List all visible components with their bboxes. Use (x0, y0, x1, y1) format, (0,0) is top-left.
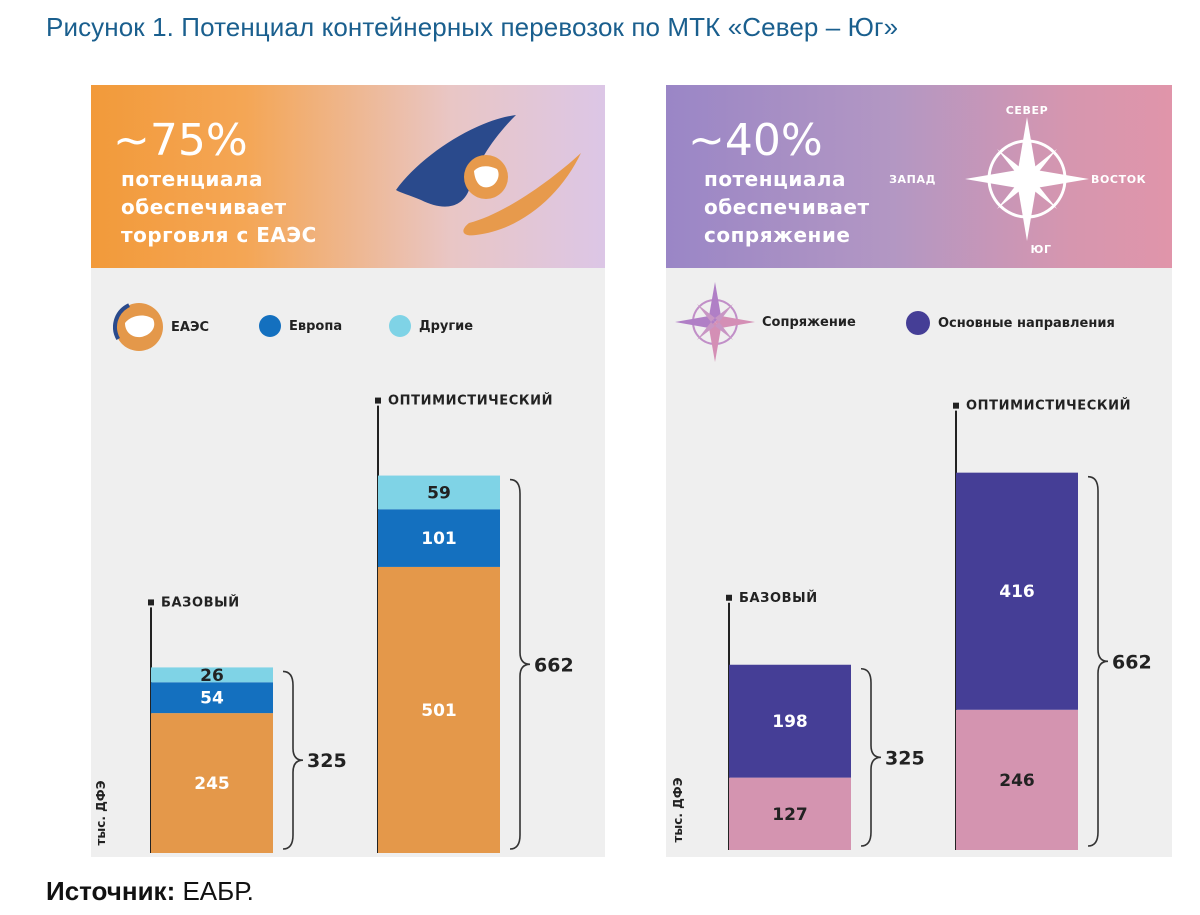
legend-item-other: Другие (389, 315, 473, 337)
data-label-0-1-2: 59 (427, 483, 451, 503)
bar-segment-1-1-1 (956, 472, 1078, 710)
bar-segment-0-0-1 (151, 682, 273, 714)
eaes-map-icon (113, 301, 165, 353)
data-label-0-1-0: 501 (421, 701, 457, 721)
data-label-0-0-1: 54 (200, 689, 224, 709)
right-banner: ~40% потенциала обеспечивает сопряжение … (666, 85, 1172, 268)
legend-label-main-directions: Основные направления (938, 315, 1115, 331)
data-label-1-1-0: 246 (999, 771, 1035, 791)
left-banner-line-2: обеспечивает (121, 195, 287, 219)
bar-segment-0-1-0 (378, 566, 500, 853)
total-label-1-1: 662 (1112, 651, 1152, 673)
data-label-0-1-1: 101 (421, 529, 457, 549)
bar-segment-1-1-0 (956, 709, 1078, 850)
total-label-1-0: 325 (885, 747, 925, 769)
category-label-1-1: ОПТИМИСТИЧЕСКИЙ (966, 398, 1131, 414)
legend-item-eaes: ЕАЭС (113, 301, 209, 353)
left-banner-line-1: потенциала (121, 167, 264, 191)
total-label-0-1: 662 (534, 654, 574, 676)
left-banner: ~75% потенциала обеспечивает торговля с … (91, 85, 605, 268)
bar-segment-1-0-1 (729, 664, 851, 778)
legend-label-other: Другие (419, 318, 474, 334)
conjugation-compass-icon (675, 282, 755, 362)
europe-swatch-icon (259, 315, 281, 337)
right-legend: Сопряжение Основные направления (666, 282, 1172, 362)
left-stacked-bar-chart: тыс. ДФЭ БАЗОВЫЙ 245 54 26 325 ОПТИМИСТИЧЕСКИЙ… (94, 393, 574, 853)
left-legend: ЕАЭС Европа Другие (91, 289, 605, 353)
data-label-1-0-0: 127 (772, 805, 808, 825)
compass-north-label: СЕВЕР (1006, 104, 1049, 117)
eaes-logo-icon (396, 115, 581, 236)
category-marker-square-1-1 (953, 402, 959, 409)
y-axis-label-1: тыс. ДФЭ (671, 777, 685, 842)
left-banner-line-3: торговля с ЕАЭС (121, 223, 317, 247)
right-banner-line-3: сопряжение (704, 223, 851, 247)
compass-south-label: ЮГ (1030, 243, 1051, 256)
source-label: Источник: (46, 876, 176, 906)
compass-east-label: ВОСТОК (1091, 173, 1146, 186)
data-label-1-0-1: 198 (772, 712, 808, 732)
category-label-0-0: БАЗОВЫЙ (161, 594, 240, 610)
main-directions-swatch-icon (906, 311, 930, 335)
data-label-0-0-2: 26 (200, 666, 224, 686)
bar-segment-0-1-2 (378, 475, 500, 510)
bar-segment-0-1-1 (378, 509, 500, 567)
left-chart-panel: ~75% потенциала обеспечивает торговля с … (91, 85, 605, 857)
bar-segment-0-0-0 (151, 713, 273, 853)
category-marker-square-0-0 (148, 599, 154, 606)
other-swatch-icon (389, 315, 411, 337)
compass-west-label: ЗАПАД (889, 173, 936, 186)
left-banner-percent: ~75% (113, 115, 248, 166)
source-note: Источник: ЕАБР. (46, 876, 254, 907)
legend-item-europe: Европа (259, 315, 342, 337)
source-value: ЕАБР. (175, 876, 254, 906)
category-marker-square-1-0 (726, 594, 732, 601)
legend-label-eaes: ЕАЭС (171, 319, 210, 335)
legend-label-conjugation: Сопряжение (762, 314, 856, 330)
category-label-1-0: БАЗОВЫЙ (739, 590, 818, 606)
data-label-0-0-0: 245 (194, 774, 230, 794)
total-brace-1-0 (860, 667, 882, 847)
total-brace-1-1 (1087, 475, 1109, 847)
total-brace-0-1 (509, 478, 531, 850)
right-banner-percent: ~40% (688, 115, 823, 166)
total-label-0-0: 325 (307, 750, 347, 772)
legend-item-main-directions: Основные направления (906, 311, 1115, 335)
right-chart-panel: ~40% потенциала обеспечивает сопряжение … (666, 85, 1172, 857)
left-banner-text: потенциала обеспечивает торговля с ЕАЭС (121, 165, 317, 249)
bar-segment-0-0-2 (151, 667, 273, 683)
category-marker-square-0-1 (375, 397, 381, 404)
right-banner-line-2: обеспечивает (704, 195, 870, 219)
right-banner-line-1: потенциала (704, 167, 847, 191)
bar-segment-1-0-0 (729, 777, 851, 850)
legend-label-europe: Европа (289, 318, 343, 334)
right-banner-text: потенциала обеспечивает сопряжение (704, 165, 870, 249)
category-label-0-1: ОПТИМИСТИЧЕСКИЙ (388, 393, 553, 409)
figure-title: Рисунок 1. Потенциал контейнерных перево… (46, 12, 899, 42)
compass-rose-icon: СЕВЕР ЮГ ЗАПАД ВОСТОК (889, 104, 1146, 256)
total-brace-0-0 (282, 670, 304, 850)
data-label-1-1-1: 416 (999, 582, 1035, 602)
y-axis-label-0: тыс. ДФЭ (94, 780, 108, 845)
right-stacked-bar-chart: тыс. ДФЭ БАЗОВЫЙ 127 198 325 ОПТИМИСТИЧЕСКИЙ 2… (671, 398, 1152, 850)
legend-item-conjugation: Сопряжение (672, 279, 856, 365)
